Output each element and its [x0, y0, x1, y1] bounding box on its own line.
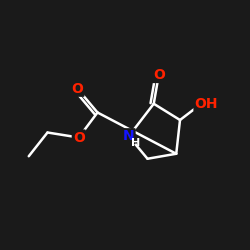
Text: O: O: [153, 68, 165, 82]
Text: N: N: [123, 129, 134, 143]
Text: O: O: [73, 130, 85, 144]
Text: OH: OH: [194, 97, 218, 111]
Text: H: H: [131, 138, 140, 148]
Text: O: O: [72, 82, 84, 96]
